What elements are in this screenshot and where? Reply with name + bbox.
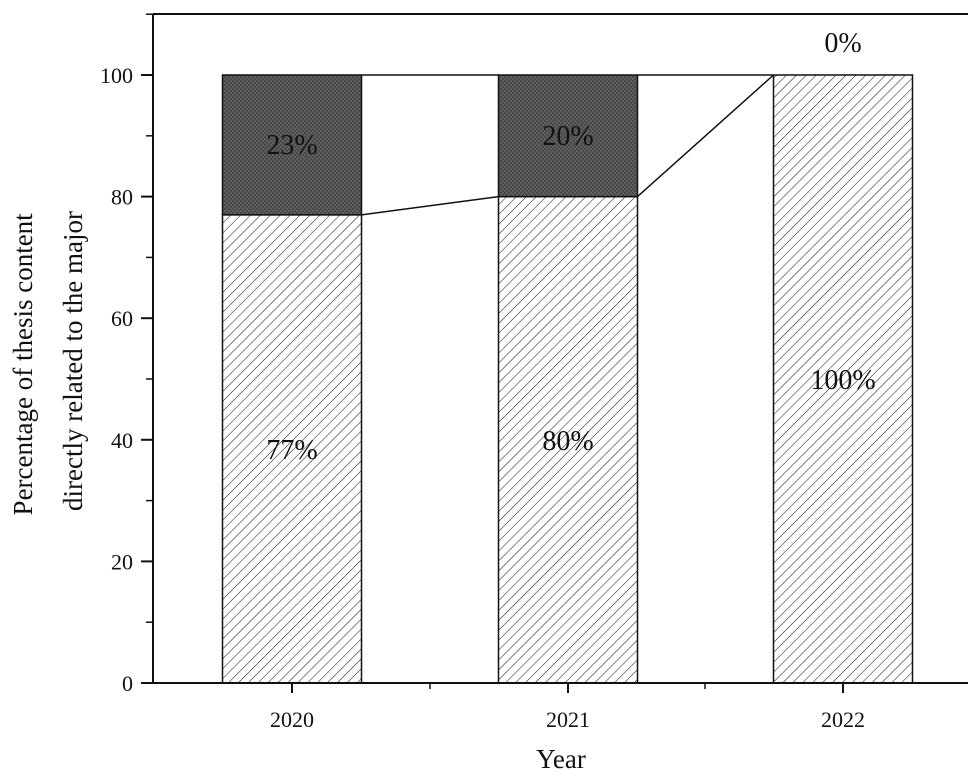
y-axis-label: Percentage of thesis content directly re… bbox=[8, 207, 88, 516]
bar-2022-segment-1 bbox=[772, 74, 914, 684]
x-tick-label-2020: 2020 bbox=[270, 707, 314, 732]
ticks-layer: 2020 2021 2022 0 20 40 60 80 100 bbox=[100, 13, 865, 732]
x-tick-label-2021: 2021 bbox=[546, 707, 590, 732]
bar-2020-segment-1 bbox=[221, 214, 363, 684]
connector-line-2020-2021-segment-1 bbox=[361, 195, 499, 216]
x-tick-label-2022: 2022 bbox=[821, 707, 865, 732]
y-tick-label-80: 80 bbox=[111, 185, 133, 210]
y-tick-label-40: 40 bbox=[111, 428, 133, 453]
y-axis-label-line-1: Percentage of thesis content bbox=[8, 213, 38, 516]
axes bbox=[152, 13, 968, 684]
data-label-2021-segment-2: 20% bbox=[542, 121, 593, 152]
data-label-2022-segment-1: 100% bbox=[810, 365, 875, 396]
bar-2020-segment-2 bbox=[221, 74, 363, 216]
connectors-layer bbox=[361, 74, 774, 216]
y-tick-label-20: 20 bbox=[111, 549, 133, 574]
y-tick-label-100: 100 bbox=[100, 63, 133, 88]
labels-layer: 77% 23% 80% 20% 100% 0% bbox=[266, 28, 875, 466]
data-label-2021-segment-1: 80% bbox=[542, 426, 593, 457]
bars-layer bbox=[221, 74, 914, 684]
bar-2021-segment-2 bbox=[497, 74, 639, 198]
data-label-2020-segment-2: 23% bbox=[266, 130, 317, 161]
connector-line-2021-2022-segment-1 bbox=[637, 74, 774, 198]
y-tick-label-0: 0 bbox=[122, 671, 133, 696]
data-label-2020-segment-1: 77% bbox=[266, 435, 317, 466]
x-axis-label: Year bbox=[536, 744, 586, 774]
data-label-2022-segment-2: 0% bbox=[824, 28, 861, 59]
y-axis-label-line-2: directly related to the major bbox=[58, 211, 88, 511]
y-tick-label-60: 60 bbox=[111, 306, 133, 331]
